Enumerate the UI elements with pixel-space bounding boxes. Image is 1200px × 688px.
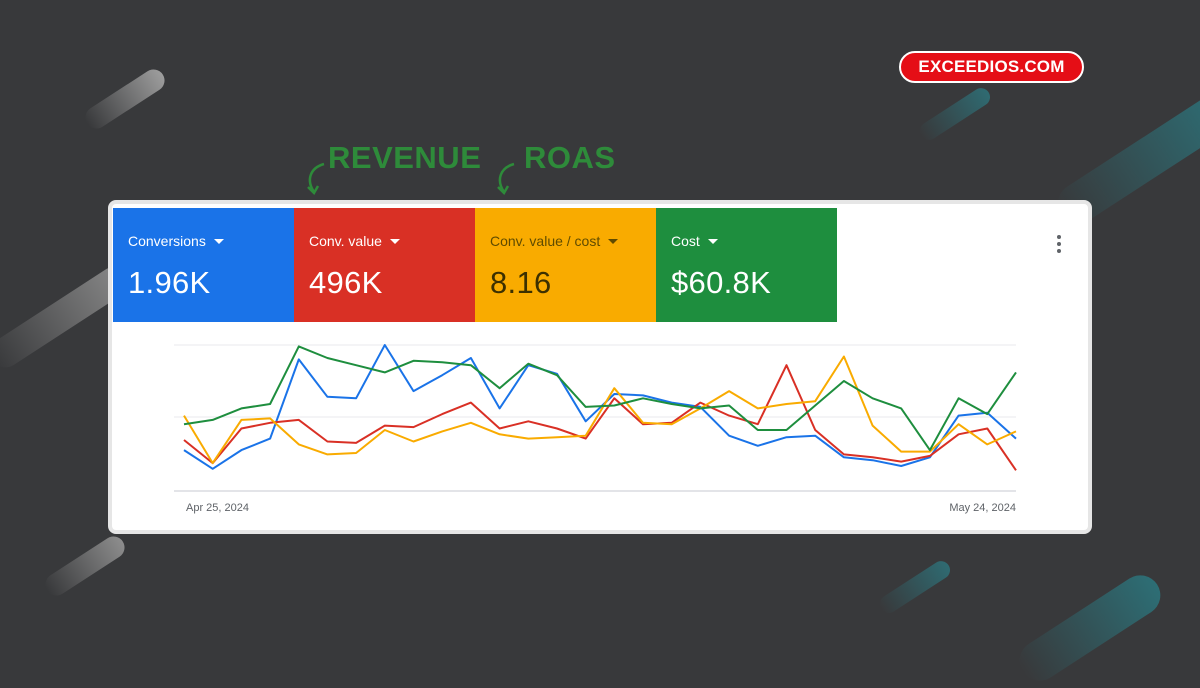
tile-label: Conv. value: [309, 233, 382, 249]
brand-logo: EXCEEDIOS.COM: [899, 51, 1084, 83]
more-vert-icon[interactable]: [1047, 232, 1071, 256]
series-line-3: [183, 345, 1017, 452]
tile-label: Conv. value / cost: [490, 233, 601, 249]
x-tick-label-start: Apr 25, 2024: [186, 502, 249, 514]
dropdown-caret-icon[interactable]: [707, 238, 718, 244]
annotation-revenue: REVENUE: [328, 140, 482, 175]
tile-value: 8.16: [490, 265, 552, 300]
dropdown-caret-icon[interactable]: [608, 238, 619, 244]
tile-header: Conv. value / cost: [490, 233, 641, 249]
tile-label: Cost: [671, 233, 700, 249]
metric-tile-conv-value[interactable]: Conv. value 496K: [294, 208, 475, 322]
metric-tile-conversions[interactable]: Conversions 1.96K: [113, 208, 294, 322]
decorative-streak: [916, 84, 994, 144]
series-line-1: [183, 364, 1017, 471]
tile-header: Conv. value: [309, 233, 460, 249]
decorative-streak: [41, 532, 129, 600]
brand-label: EXCEEDIOS.COM: [918, 57, 1065, 76]
decorative-streak: [81, 65, 169, 133]
curved-arrow-icon: [497, 162, 515, 196]
performance-card: Conversions 1.96K Conv. value 496K Conv.…: [108, 200, 1092, 534]
decorative-streak: [876, 557, 954, 617]
dropdown-caret-icon[interactable]: [213, 238, 224, 244]
tile-header: Cost: [671, 233, 822, 249]
curved-arrow-icon: [307, 162, 325, 196]
series-line-0: [183, 344, 1017, 470]
tile-value: 496K: [309, 265, 383, 300]
metric-tile-cost[interactable]: Cost $60.8K: [656, 208, 837, 322]
tile-header: Conversions: [128, 233, 279, 249]
metric-tile-conv-value-per-cost[interactable]: Conv. value / cost 8.16: [475, 208, 656, 322]
tile-value: $60.8K: [671, 265, 772, 300]
performance-line-chart: Apr 25, 2024 May 24, 2024: [174, 344, 1017, 514]
decorative-streak: [1012, 567, 1168, 688]
tile-value: 1.96K: [128, 265, 211, 300]
tile-label: Conversions: [128, 233, 206, 249]
x-tick-label-end: May 24, 2024: [949, 502, 1016, 514]
series-line-2: [183, 355, 1017, 465]
dropdown-caret-icon[interactable]: [389, 238, 400, 244]
annotation-roas: ROAS: [524, 140, 616, 175]
